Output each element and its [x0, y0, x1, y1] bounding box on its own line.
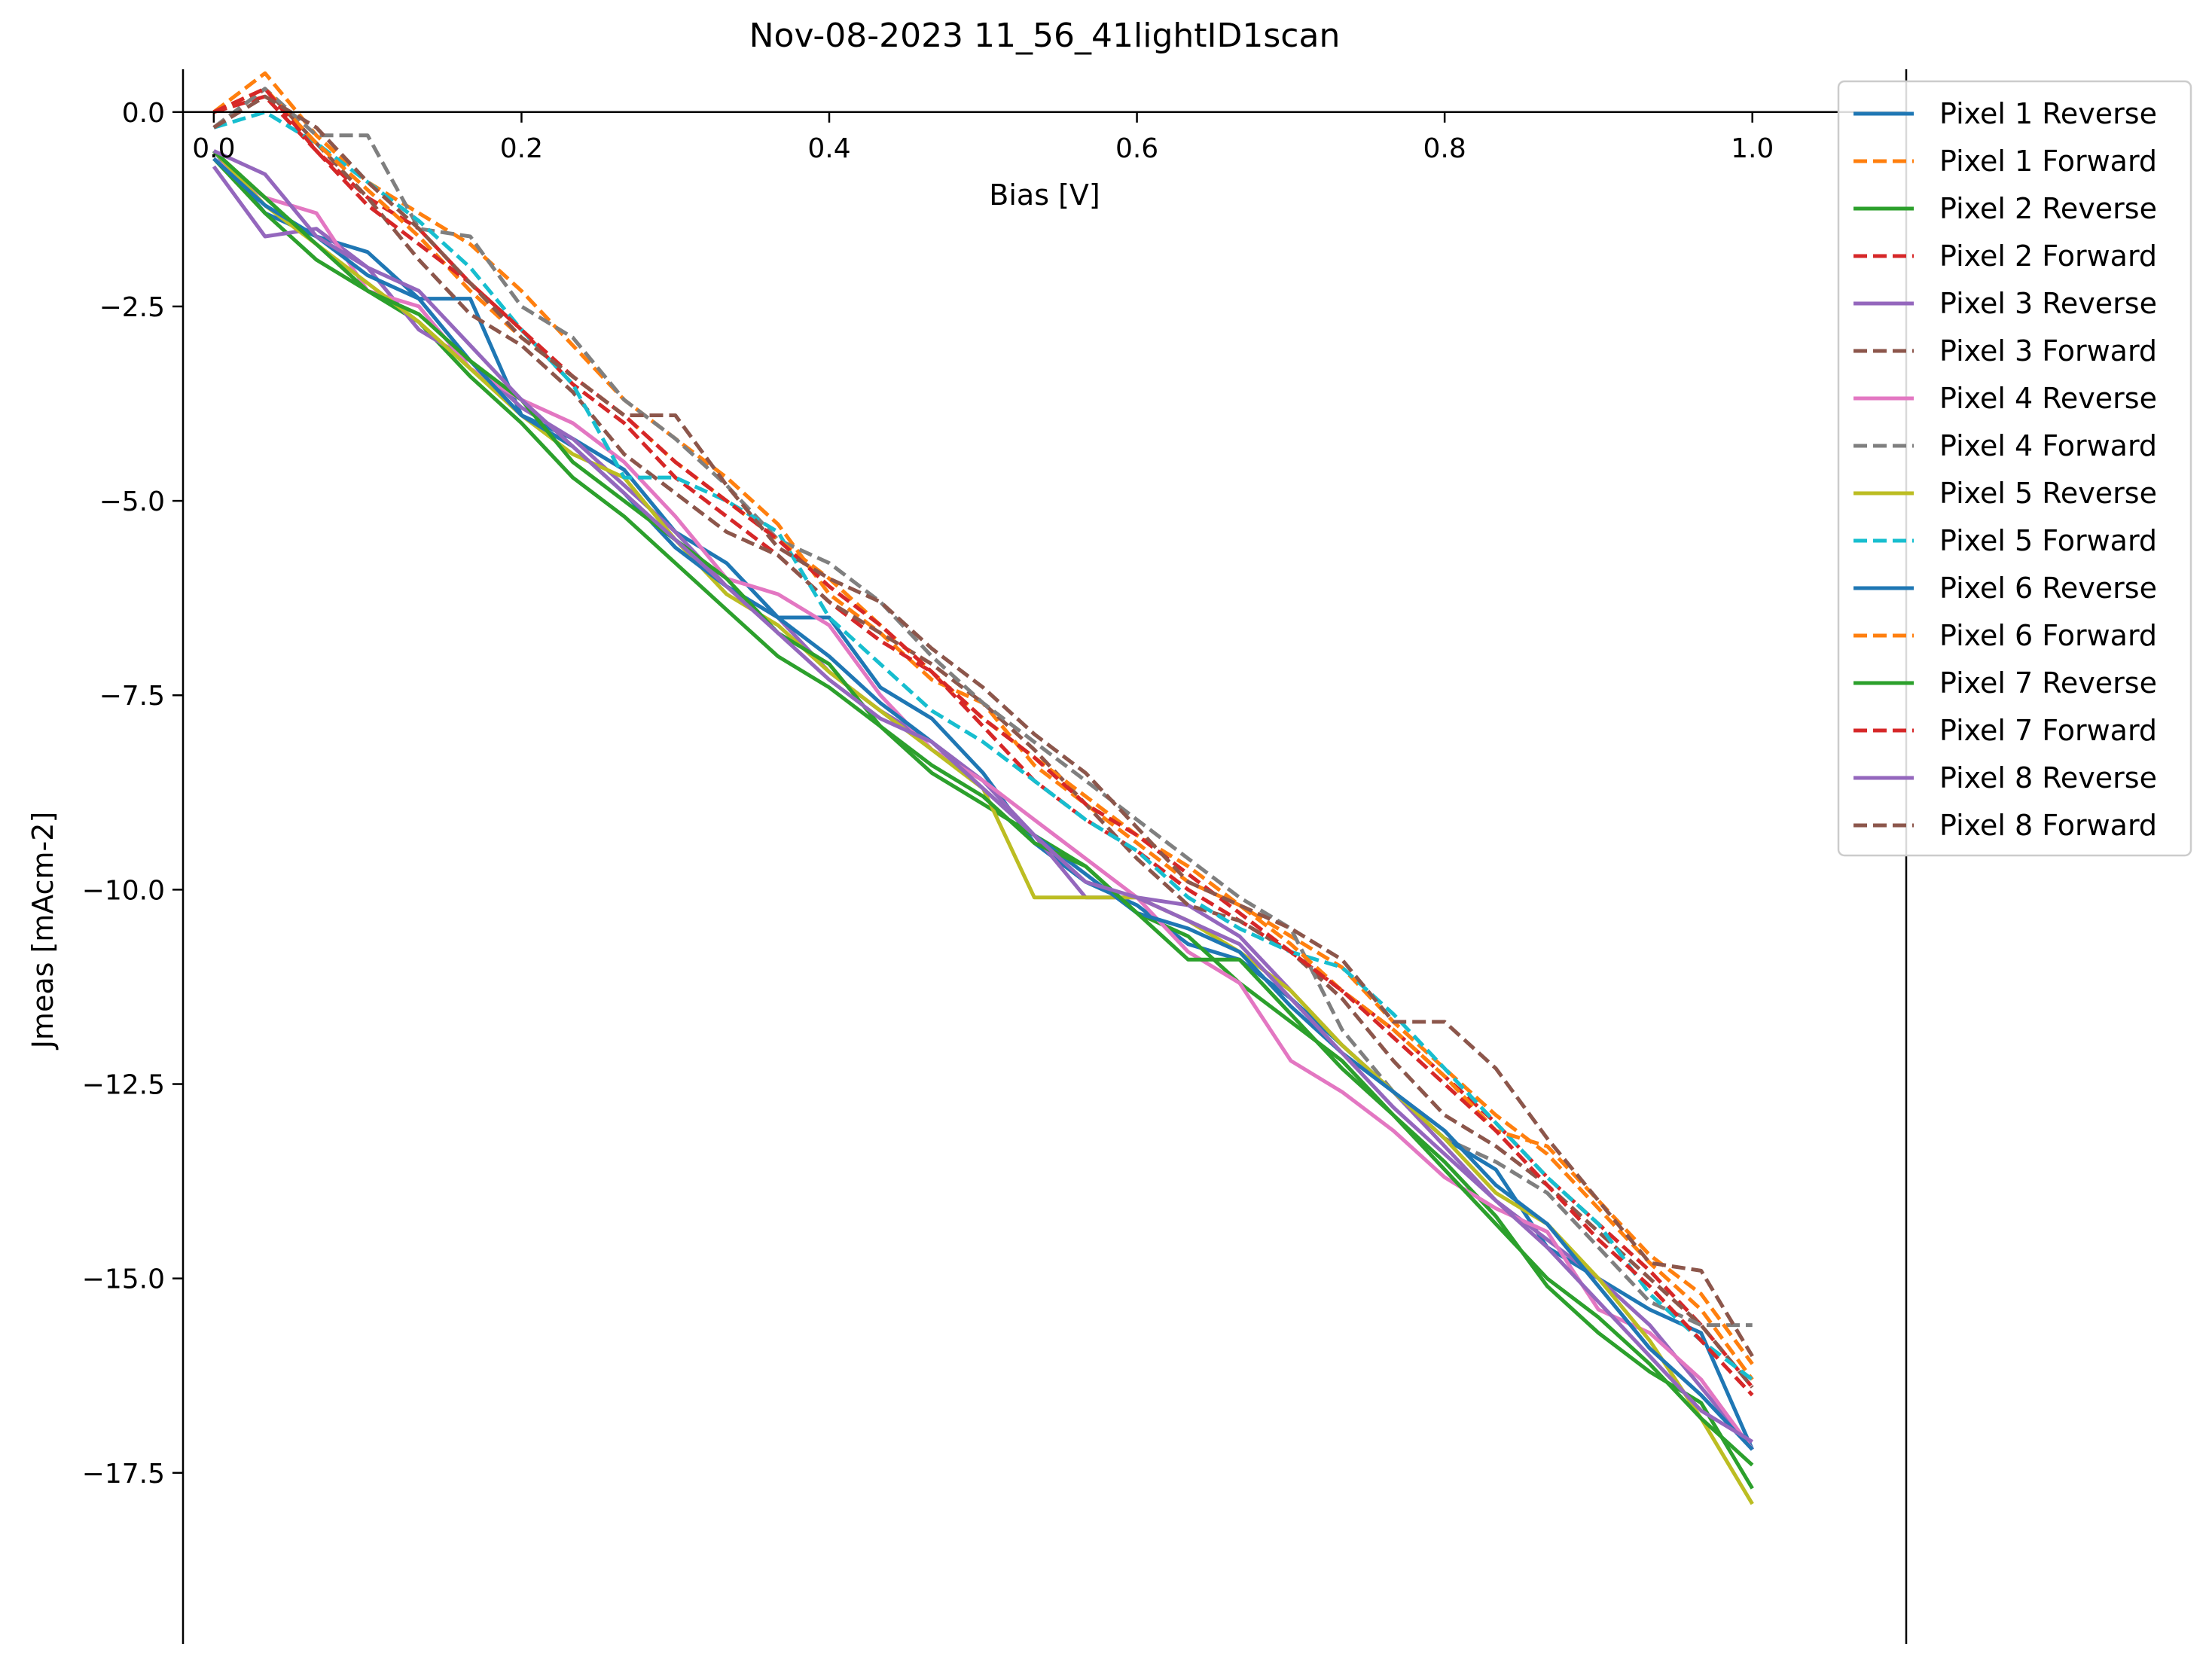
y-tick-label: −10.0 [82, 875, 165, 906]
legend-label: Pixel 7 Reverse [1939, 666, 2157, 700]
legend-label: Pixel 5 Reverse [1939, 477, 2157, 510]
x-tick-label: 0.8 [1423, 133, 1466, 164]
legend-label: Pixel 6 Forward [1939, 619, 2157, 652]
series-line-1 [212, 149, 1754, 1450]
series-line-8 [212, 87, 1753, 1328]
legend-label: Pixel 1 Reverse [1939, 97, 2157, 130]
y-tick-label: 0.0 [122, 98, 165, 129]
series-line-16 [212, 94, 1754, 1358]
legend-label: Pixel 4 Forward [1939, 429, 2157, 462]
legend-label: Pixel 1 Forward [1939, 145, 2157, 178]
legend-label: Pixel 6 Reverse [1939, 572, 2157, 605]
legend-label: Pixel 2 Reverse [1939, 192, 2157, 225]
series-line-3 [212, 157, 1754, 1490]
x-axis-label: Bias [V] [989, 178, 1100, 212]
x-tick-label: 0.2 [500, 133, 543, 164]
y-tick-label: −12.5 [82, 1070, 165, 1101]
x-tick-label: 1.0 [1731, 133, 1774, 164]
legend-box [1837, 80, 2192, 857]
x-tick-label: 0.6 [1115, 133, 1158, 164]
legend: Pixel 1 Reverse Pixel 1 Forward Pixel 2 Re… [1837, 80, 2192, 857]
y-axis-label: Jmeas [mAcm-2] [26, 812, 59, 1051]
plot-series [212, 71, 1754, 1505]
series-line-13 [212, 149, 1754, 1467]
y-tick-label: −7.5 [99, 681, 165, 712]
legend-label: Pixel 4 Reverse [1939, 382, 2157, 415]
y-tick-label: −2.5 [99, 292, 165, 323]
chart-title: Nov-08-2023 11_56_41lightID1scan [749, 17, 1341, 55]
series-line-6 [212, 87, 1754, 1389]
x-tick-label: 0.0 [192, 133, 235, 164]
y-tick-label: −15.0 [82, 1264, 165, 1295]
legend-label: Pixel 3 Forward [1939, 334, 2157, 367]
y-tick-label: −17.5 [82, 1459, 165, 1490]
legend-label: Pixel 5 Forward [1939, 524, 2157, 557]
legend-label: Pixel 7 Forward [1939, 714, 2157, 747]
legend-label: Pixel 3 Reverse [1939, 287, 2157, 320]
series-line-15 [212, 149, 1753, 1444]
y-tick-label: −5.0 [99, 486, 165, 517]
x-tick-label: 0.4 [807, 133, 850, 164]
legend-label: Pixel 2 Forward [1939, 239, 2157, 273]
legend-label: Pixel 8 Reverse [1939, 761, 2157, 794]
legend-label: Pixel 8 Forward [1939, 809, 2157, 842]
series-line-10 [213, 110, 1754, 1381]
